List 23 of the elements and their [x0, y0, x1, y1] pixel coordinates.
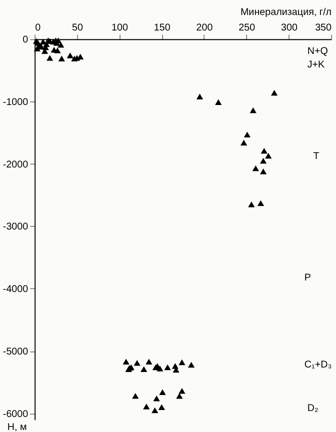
annotation: C₁+D₃: [304, 359, 332, 370]
x-tick-label: 100: [112, 22, 129, 34]
y-axis-title: H, м: [7, 422, 28, 432]
x-tick-label: 0: [35, 22, 42, 34]
annotation: D₂: [307, 403, 318, 414]
x-tick-label: 200: [196, 22, 214, 34]
annotation: J+K: [307, 60, 326, 71]
annotation: N+Q: [307, 46, 328, 57]
x-tick-label: 300: [280, 22, 298, 34]
y-tick-label: -3000: [2, 222, 29, 233]
x-tick-label: 150: [154, 22, 171, 34]
x-axis-title: Минерализация, г/л: [240, 6, 332, 18]
y-tick-label: -1000: [2, 96, 29, 108]
y-tick-label: 0: [22, 34, 29, 46]
x-tick-label: 250: [238, 22, 256, 34]
y-tick-label: -2000: [2, 159, 29, 170]
y-tick-label: -6000: [2, 408, 29, 420]
y-tick-label: -5000: [2, 346, 29, 358]
x-tick-label: 50: [72, 22, 84, 34]
y-tick-label: -4000: [2, 284, 29, 296]
x-tick-label: 350: [315, 22, 332, 34]
annotation: T: [313, 150, 320, 162]
annotation: P: [304, 272, 312, 284]
